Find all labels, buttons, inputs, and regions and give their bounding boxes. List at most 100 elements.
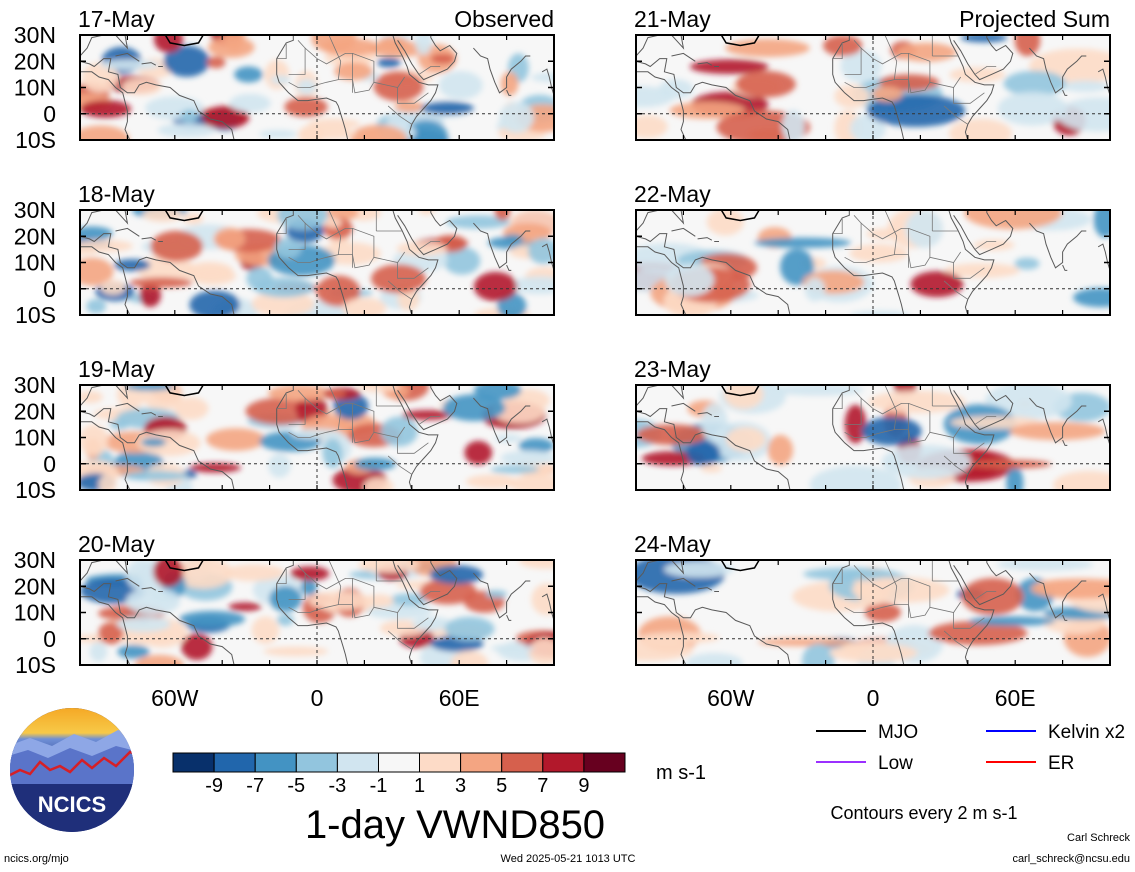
anomaly-blob [949, 119, 1012, 148]
wind-field [70, 549, 578, 677]
colorbar-units: m s-1 [656, 762, 706, 784]
y-tick-label: 0 [43, 276, 56, 302]
y-tick-label: 30N [14, 197, 56, 223]
anomaly-blob [686, 440, 720, 465]
anomaly-blob [80, 100, 131, 118]
anomaly-blob [186, 262, 233, 280]
y-tick-label: 0 [43, 451, 56, 477]
anomaly-blob [736, 71, 796, 98]
anomaly-blob [1014, 258, 1039, 270]
anomaly-blob [701, 403, 727, 442]
y-tick-label: 0 [43, 626, 56, 652]
anomaly-blob [214, 228, 245, 250]
y-tick-label: 20N [14, 223, 56, 249]
anomaly-blob [179, 611, 245, 627]
anomaly-blob [896, 43, 956, 62]
wind-field [60, 200, 568, 328]
anomaly-blob [326, 389, 345, 399]
colorbar-tick-label: -1 [370, 775, 388, 797]
map-panel: 20-May30N20N10N010S60W 0 60E [14, 531, 578, 711]
anomaly-blob [117, 645, 149, 659]
colorbar-tick-label: -5 [287, 775, 305, 797]
panel-date: 22-May [634, 181, 711, 207]
footer-url: ncics.org/mjo [4, 853, 69, 865]
anomaly-blob [158, 123, 216, 137]
anomaly-blob [464, 441, 492, 465]
map-panel: 24-May 60W 0 60E [603, 531, 1135, 711]
anomaly-blob [491, 644, 534, 652]
x-tick-label: 0 [867, 685, 880, 711]
panel-date: 18-May [78, 181, 155, 207]
anomaly-blob [377, 58, 401, 68]
anomaly-blob [640, 632, 720, 644]
anomaly-blob [500, 102, 534, 133]
legend-label: ER [1048, 753, 1074, 774]
anomaly-blob [259, 130, 297, 139]
anomaly-blob [969, 616, 1056, 626]
anomaly-blob [350, 125, 407, 152]
anomaly-blob [394, 101, 424, 112]
anomaly-blob [503, 234, 523, 243]
x-tick-label: 60E [439, 685, 480, 711]
map-panel: 23-May [611, 356, 1126, 504]
anomaly-blob [491, 465, 540, 473]
anomaly-blob [126, 559, 156, 590]
colorbar-tick-label: -9 [205, 775, 223, 797]
anomaly-blob [685, 653, 743, 674]
colorbar-tick-label: -3 [329, 775, 347, 797]
anomaly-blob [802, 644, 835, 679]
map-panel: 22-May [603, 181, 1129, 319]
anomaly-blob [263, 647, 328, 657]
x-tick-label: 0 [311, 685, 324, 711]
anomaly-blob [850, 244, 908, 263]
colorbar-swatch [584, 753, 625, 772]
column-heading: Projected Sum [959, 6, 1110, 32]
anomaly-blob [964, 196, 1062, 229]
legend: MJO Kelvin x2 Low ER Contours every 2 m s-1 [816, 722, 1125, 823]
legend-label: Kelvin x2 [1048, 722, 1125, 743]
anomaly-blob [531, 584, 561, 616]
anomaly-blob [864, 603, 901, 622]
y-tick-label: 0 [43, 101, 56, 127]
panel-date: 19-May [78, 356, 155, 382]
colorbar-swatch [173, 753, 214, 772]
x-tick-label: 60W [707, 685, 755, 711]
wind-field [609, 24, 1135, 148]
anomaly-blob [309, 591, 372, 610]
anomaly-blob [101, 280, 126, 295]
anomaly-blob [252, 616, 280, 644]
colorbar-tick-label: 1 [414, 775, 425, 797]
x-tick-label: 60W [151, 685, 199, 711]
colorbar-tick-label: 5 [496, 775, 507, 797]
anomaly-blob [297, 79, 316, 95]
anomaly-blob [834, 85, 869, 109]
anomaly-blob [861, 417, 921, 446]
colorbar-swatch [420, 753, 461, 772]
anomaly-blob [701, 464, 722, 472]
anomaly-blob [90, 642, 108, 662]
colorbar-swatch [214, 753, 255, 772]
anomaly-blob [229, 603, 262, 612]
panel-date: 24-May [634, 531, 711, 557]
anomaly-blob [421, 102, 474, 115]
anomaly-blob [268, 454, 291, 478]
anomaly-blob [79, 425, 108, 456]
y-tick-label: 20N [14, 573, 56, 599]
colorbar-swatch [543, 753, 584, 772]
y-tick-label: 10S [15, 127, 56, 153]
panel-date: 21-May [634, 6, 711, 32]
panel-date: 20-May [78, 531, 155, 557]
anomaly-blob [949, 67, 1005, 82]
y-tick-label: 10N [14, 75, 56, 101]
anomaly-blob [431, 54, 455, 64]
wind-field [611, 377, 1126, 504]
anomaly-blob [1057, 97, 1135, 131]
map-panel: 21-May Projected Sum [609, 6, 1135, 148]
panel-date: 23-May [634, 356, 711, 382]
anomaly-blob [439, 71, 483, 99]
contour-note: Contours every 2 m s-1 [830, 803, 1017, 823]
colorbar-swatch [502, 753, 543, 772]
anomaly-blob [466, 475, 517, 489]
